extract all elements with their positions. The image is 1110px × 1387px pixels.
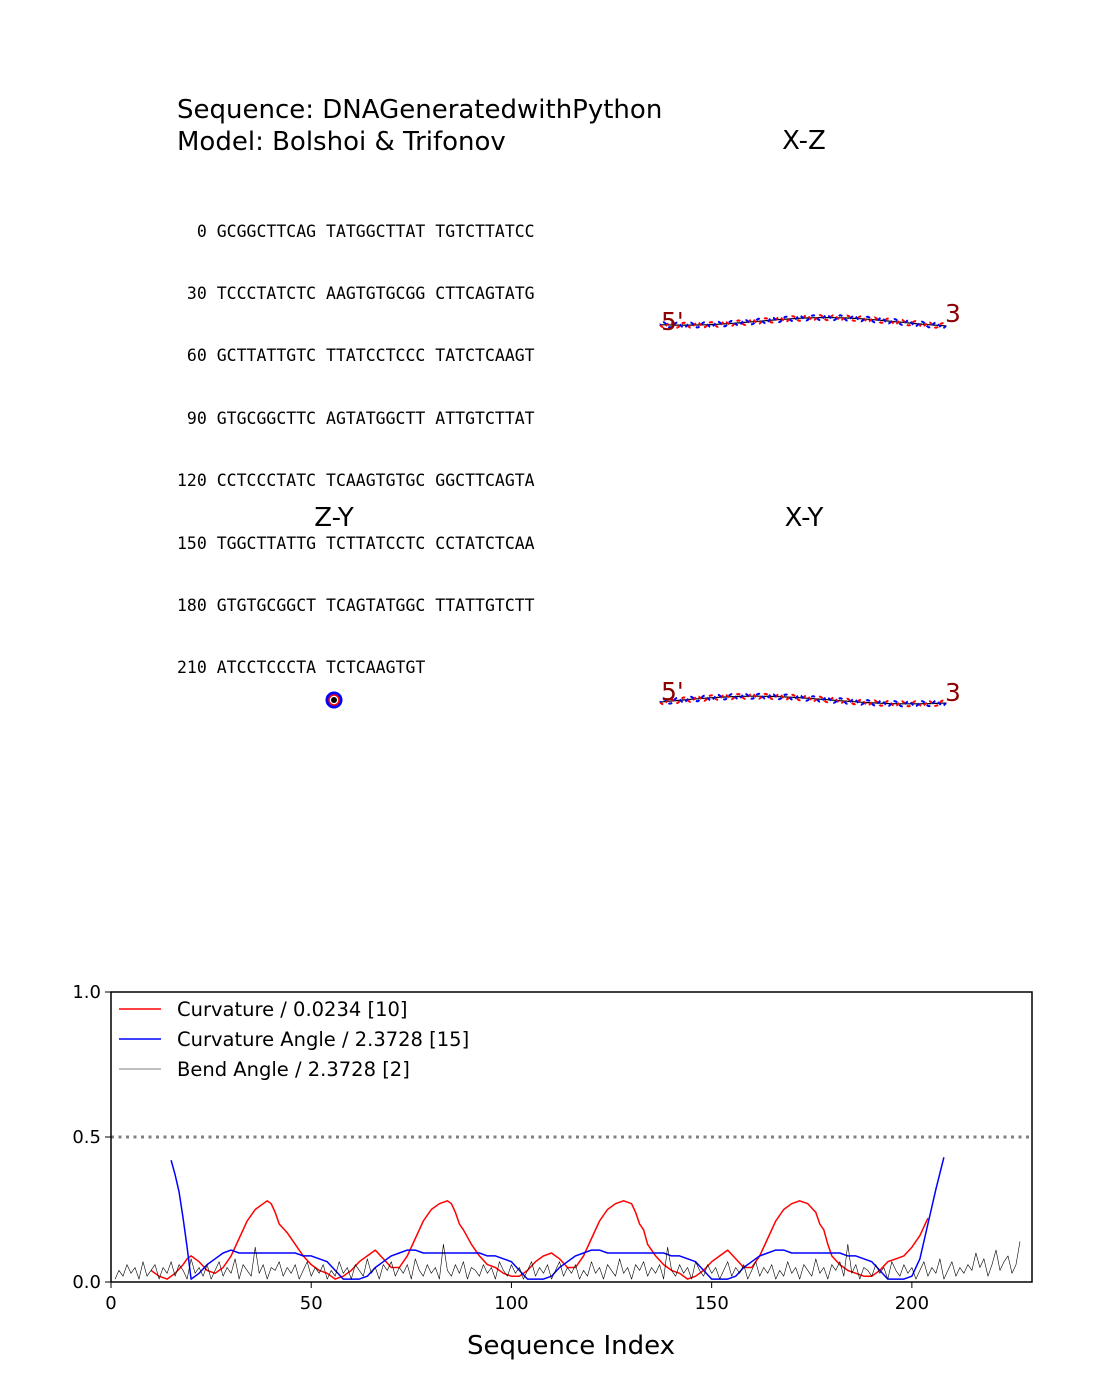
bend-angle-series-line bbox=[114, 1241, 1021, 1280]
x-tick-label: 200 bbox=[895, 1293, 929, 1314]
xz-end-label: 3 bbox=[945, 299, 961, 328]
sequence-line: 60 GCTTATTGTC TTATCCTCCC TATCTCAAGT bbox=[177, 346, 535, 366]
y-axis: 0.0 0.5 1.0 bbox=[72, 982, 111, 1293]
sequence-line: 120 CCTCCCTATC TCAAGTGTGC GGCTTCAGTA bbox=[177, 471, 535, 491]
y-tick-label: 1.0 bbox=[72, 982, 101, 1003]
x-axis: 0 50 100 150 200 bbox=[105, 1282, 929, 1314]
zy-strand-b bbox=[325, 691, 343, 709]
x-axis-label: Sequence Index bbox=[467, 1331, 675, 1361]
y-tick-label: 0.5 bbox=[72, 1127, 101, 1148]
sequence-title: Sequence: DNAGeneratedwithPython bbox=[177, 95, 663, 125]
sequence-line: 210 ATCCTCCCTA TCTCAAGTGT bbox=[177, 658, 426, 678]
series-layer bbox=[114, 1157, 1021, 1280]
x-tick-label: 0 bbox=[105, 1293, 116, 1314]
sequence-line: 30 TCCCTATCTC AAGTGTGCGG CTTCAGTATG bbox=[177, 283, 535, 303]
x-tick-label: 50 bbox=[300, 1293, 323, 1314]
curvature-chart: 0 50 100 150 200 0.0 0.5 1.0 Sequence Index Cu… bbox=[72, 982, 1033, 1361]
sequence-listing: 0 GCGGCTTCAG TATGGCTTAT TGTCTTATCC 30 TC… bbox=[177, 180, 535, 700]
zy-panel-title: Z-Y bbox=[314, 503, 354, 533]
xy-strand-b bbox=[659, 692, 947, 708]
xz-strand-b bbox=[659, 314, 947, 330]
sequence-line: 150 TGGCTTATTG TCTTATCCTC CCTATCTCAA bbox=[177, 533, 535, 553]
xy-panel-title: X-Y bbox=[784, 503, 824, 533]
xy-projection: 5' 3 bbox=[659, 677, 961, 708]
x-tick-label: 100 bbox=[494, 1293, 528, 1314]
zy-helix-axis bbox=[331, 697, 337, 703]
xy-start-label: 5' bbox=[661, 677, 684, 706]
sequence-line: 90 GTGCGGCTTC AGTATGGCTT ATTGTCTTAT bbox=[177, 408, 535, 428]
sequence-line: 180 GTGTGCGGCT TCAGTATGGC TTATTGTCTT bbox=[177, 595, 535, 615]
sequence-line: 0 GCGGCTTCAG TATGGCTTAT TGTCTTATCC bbox=[177, 221, 535, 241]
model-title: Model: Bolshoi & Trifonov bbox=[177, 127, 506, 157]
xz-start-label: 5' bbox=[661, 307, 684, 336]
xz-projection: 5' 3 bbox=[659, 299, 961, 336]
xy-end-label: 3 bbox=[945, 678, 961, 707]
curvature-angle-series-line bbox=[170, 1157, 945, 1280]
legend-curvature-label: Curvature / 0.0234 [10] bbox=[177, 998, 408, 1021]
zy-strand-a bbox=[328, 694, 340, 706]
zy-projection bbox=[325, 691, 343, 709]
curvature-series-line bbox=[150, 1200, 929, 1280]
legend: Curvature / 0.0234 [10] Curvature Angle … bbox=[119, 998, 469, 1081]
y-tick-label: 0.0 bbox=[72, 1272, 101, 1293]
x-tick-label: 150 bbox=[694, 1293, 728, 1314]
legend-bend-angle-label: Bend Angle / 2.3728 [2] bbox=[177, 1058, 410, 1081]
legend-curvature-angle-label: Curvature Angle / 2.3728 [15] bbox=[177, 1028, 469, 1051]
xz-panel-title: X-Z bbox=[782, 126, 826, 156]
